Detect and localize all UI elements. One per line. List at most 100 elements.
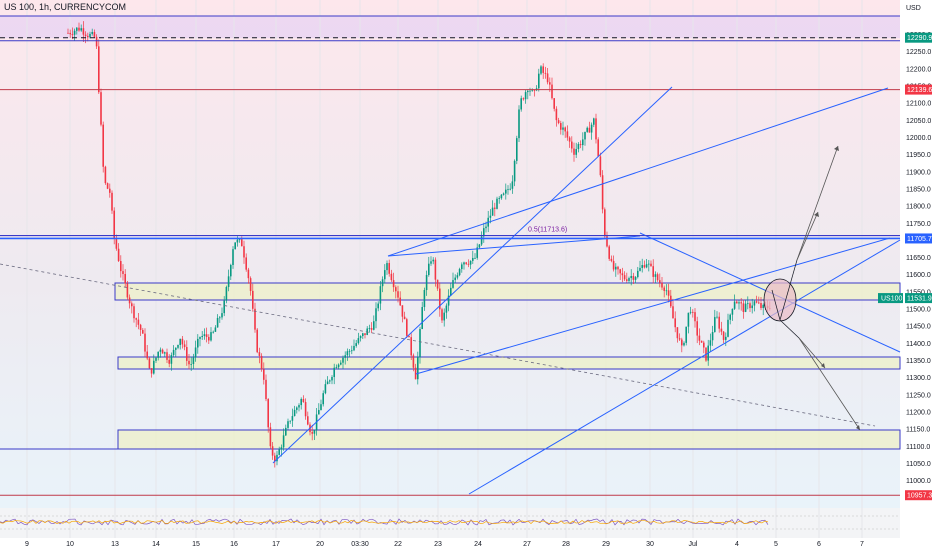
candle-body[interactable] (410, 337, 412, 356)
candle-body[interactable] (324, 384, 327, 394)
candle-body[interactable] (159, 349, 162, 352)
candle-body[interactable] (247, 269, 250, 279)
candle-body[interactable] (659, 280, 661, 283)
candle-body[interactable] (439, 288, 441, 310)
candle-body[interactable] (399, 297, 401, 306)
candle-body[interactable] (232, 249, 234, 265)
candle-body[interactable] (551, 84, 553, 99)
candle-body[interactable] (560, 123, 562, 130)
candle-body[interactable] (117, 248, 120, 262)
candle-body[interactable] (524, 92, 527, 100)
candle-body[interactable] (300, 398, 302, 406)
candle-body[interactable] (615, 266, 617, 270)
candle-body[interactable] (461, 264, 463, 270)
candle-body[interactable] (364, 333, 366, 335)
candle-body[interactable] (370, 328, 373, 330)
candle-body[interactable] (500, 194, 503, 199)
candle-body[interactable] (392, 280, 395, 288)
candle-body[interactable] (320, 404, 322, 411)
candle-body[interactable] (685, 326, 687, 343)
candle-body[interactable] (144, 333, 146, 352)
candle-body[interactable] (384, 270, 386, 280)
candle-body[interactable] (604, 209, 606, 237)
candle-body[interactable] (133, 306, 135, 319)
candle-body[interactable] (586, 127, 588, 132)
candle-body[interactable] (95, 36, 98, 47)
candle-body[interactable] (421, 307, 423, 330)
candle-body[interactable] (208, 336, 210, 341)
candle-body[interactable] (113, 210, 115, 238)
candle-body[interactable] (131, 303, 133, 307)
candle-body[interactable] (122, 271, 124, 274)
candle-body[interactable] (120, 261, 122, 272)
candle-body[interactable] (608, 246, 610, 259)
candle-body[interactable] (432, 259, 434, 262)
candle-body[interactable] (597, 139, 599, 157)
candle-body[interactable] (760, 303, 762, 309)
price-badge[interactable] (905, 293, 932, 304)
candle-body[interactable] (359, 336, 362, 339)
candle-body[interactable] (331, 377, 333, 381)
candle-body[interactable] (606, 236, 608, 247)
candle-body[interactable] (744, 303, 747, 312)
candle-body[interactable] (93, 32, 96, 37)
candle-body[interactable] (106, 183, 109, 189)
candle-body[interactable] (397, 291, 399, 298)
candle-body[interactable] (540, 66, 542, 74)
candle-body[interactable] (467, 263, 470, 265)
candle-body[interactable] (161, 349, 164, 354)
candle-body[interactable] (249, 278, 252, 291)
candle-body[interactable] (80, 28, 82, 31)
candle-body[interactable] (67, 32, 69, 34)
candle-body[interactable] (672, 306, 674, 319)
candle-body[interactable] (375, 308, 377, 322)
candle-body[interactable] (637, 270, 639, 278)
candle-body[interactable] (590, 124, 593, 133)
candle-body[interactable] (511, 181, 514, 189)
candle-body[interactable] (126, 283, 129, 298)
candle-body[interactable] (109, 188, 111, 193)
candle-body[interactable] (458, 269, 461, 276)
candle-body[interactable] (388, 263, 390, 274)
candle-body[interactable] (417, 357, 419, 380)
candle-body[interactable] (762, 304, 764, 309)
candle-body[interactable] (709, 340, 712, 346)
candle-body[interactable] (194, 347, 197, 358)
candle-body[interactable] (289, 420, 291, 422)
candle-body[interactable] (441, 309, 443, 321)
candle-body[interactable] (139, 324, 142, 330)
candle-body[interactable] (639, 267, 641, 271)
candle-body[interactable] (700, 340, 703, 343)
candle-body[interactable] (711, 332, 714, 341)
candle-body[interactable] (714, 317, 716, 333)
candle-body[interactable] (758, 302, 760, 304)
candle-body[interactable] (353, 345, 355, 351)
candle-body[interactable] (443, 312, 445, 321)
candle-body[interactable] (505, 189, 507, 194)
candle-body[interactable] (212, 331, 214, 333)
candle-body[interactable] (643, 265, 646, 268)
candle-body[interactable] (307, 416, 309, 425)
candle-body[interactable] (557, 120, 560, 124)
candle-body[interactable] (753, 301, 756, 306)
candle-body[interactable] (214, 327, 217, 332)
candle-body[interactable] (430, 261, 432, 264)
candle-body[interactable] (236, 239, 239, 243)
candle-body[interactable] (564, 127, 566, 132)
candle-body[interactable] (153, 360, 155, 374)
candle-body[interactable] (628, 278, 630, 281)
candle-body[interactable] (291, 416, 294, 421)
candle-body[interactable] (507, 189, 509, 191)
candle-body[interactable] (276, 454, 278, 462)
candle-body[interactable] (645, 264, 648, 268)
candle-body[interactable] (98, 46, 100, 93)
price-badge[interactable] (905, 490, 932, 501)
candle-body[interactable] (205, 334, 208, 337)
candle-body[interactable] (755, 301, 758, 303)
candle-body[interactable] (582, 139, 584, 146)
candle-body[interactable] (676, 327, 679, 339)
candle-body[interactable] (100, 92, 102, 125)
candle-body[interactable] (115, 237, 118, 249)
candle-body[interactable] (362, 333, 364, 337)
